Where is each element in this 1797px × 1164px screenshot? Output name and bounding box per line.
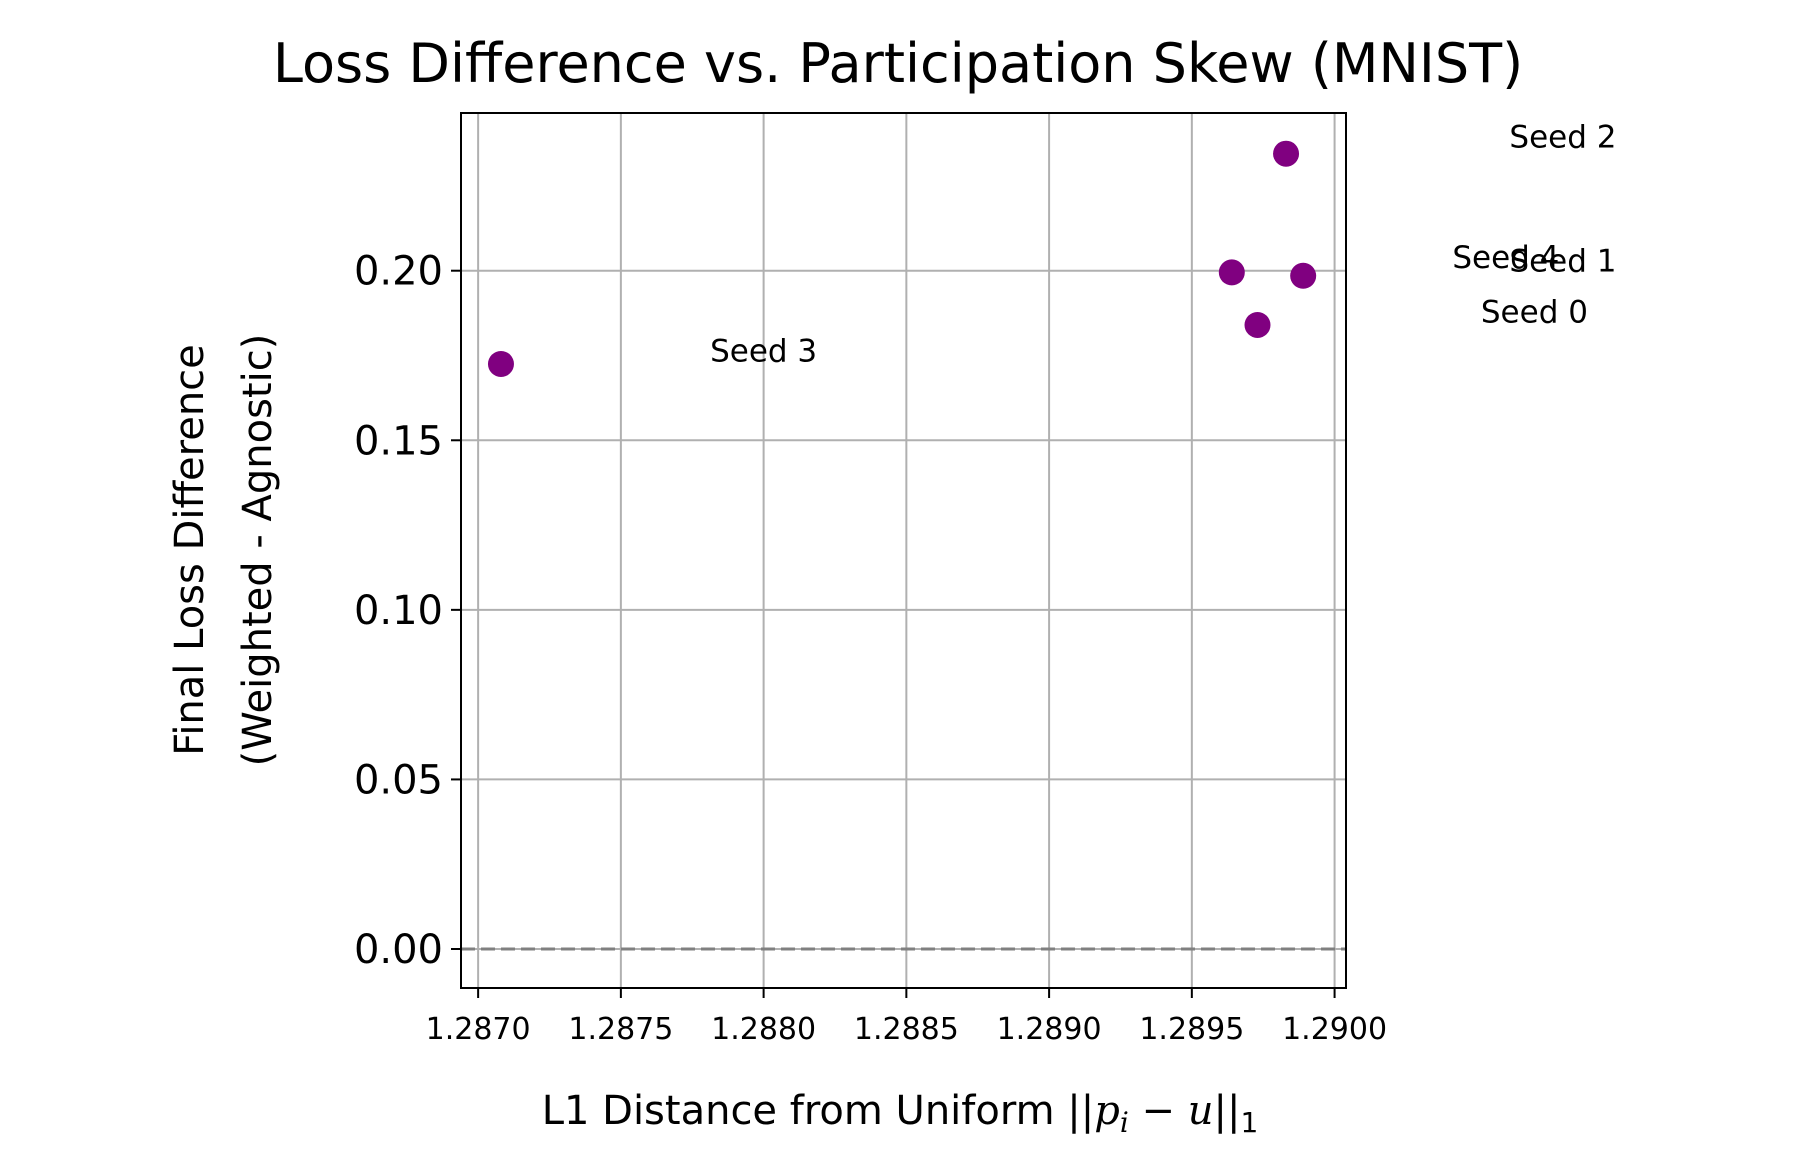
y-axis-label-line-1: Final Loss Difference	[167, 344, 213, 756]
point-label: Seed 2	[1509, 120, 1616, 156]
y-tick-label: 0.20	[354, 249, 443, 295]
point-label: Seed 1	[1509, 244, 1616, 280]
data-point	[487, 350, 514, 377]
x-axis-ticks: 1.2870 1.2875 1.2880 1.2885 1.2890 1.2895 1.29…	[426, 988, 1387, 1047]
point-label: Seed 3	[710, 333, 817, 369]
point-label: Seed 0	[1481, 294, 1588, 330]
y-axis-ticks: 0.00 0.05 0.10 0.15 0.20	[354, 249, 461, 973]
y-axis-label-line-2: (Weighted - Agnostic)	[235, 334, 281, 767]
x-tick-label: 1.2880	[711, 1012, 816, 1047]
y-tick-label: 0.10	[354, 588, 443, 634]
x-tick-label: 1.2895	[1139, 1012, 1244, 1047]
data-point	[1273, 140, 1300, 167]
chart-title: Loss Difference vs. Participation Skew (…	[273, 32, 1523, 95]
x-tick-label: 1.2890	[997, 1012, 1102, 1047]
y-tick-label: 0.15	[354, 418, 443, 464]
point-annotations: Seed 0 Seed 1 Seed 2 Seed 3 Seed 4	[710, 120, 1616, 370]
point-label: Seed 4	[1452, 240, 1559, 276]
x-tick-label: 1.2885	[854, 1012, 959, 1047]
x-tick-label: 1.2870	[426, 1012, 531, 1047]
data-point	[1218, 259, 1245, 286]
data-points	[487, 140, 1317, 377]
x-axis-label: L1 Distance from Uniform ||pi − u||1	[542, 1088, 1259, 1139]
x-tick-label: 1.2900	[1282, 1012, 1387, 1047]
x-tick-label: 1.2875	[568, 1012, 673, 1047]
y-tick-label: 0.00	[354, 927, 443, 973]
plot-frame	[460, 112, 1347, 989]
y-tick-label: 0.05	[354, 757, 443, 803]
data-point	[1244, 311, 1271, 338]
grid	[461, 113, 1346, 988]
data-point	[1290, 262, 1317, 289]
